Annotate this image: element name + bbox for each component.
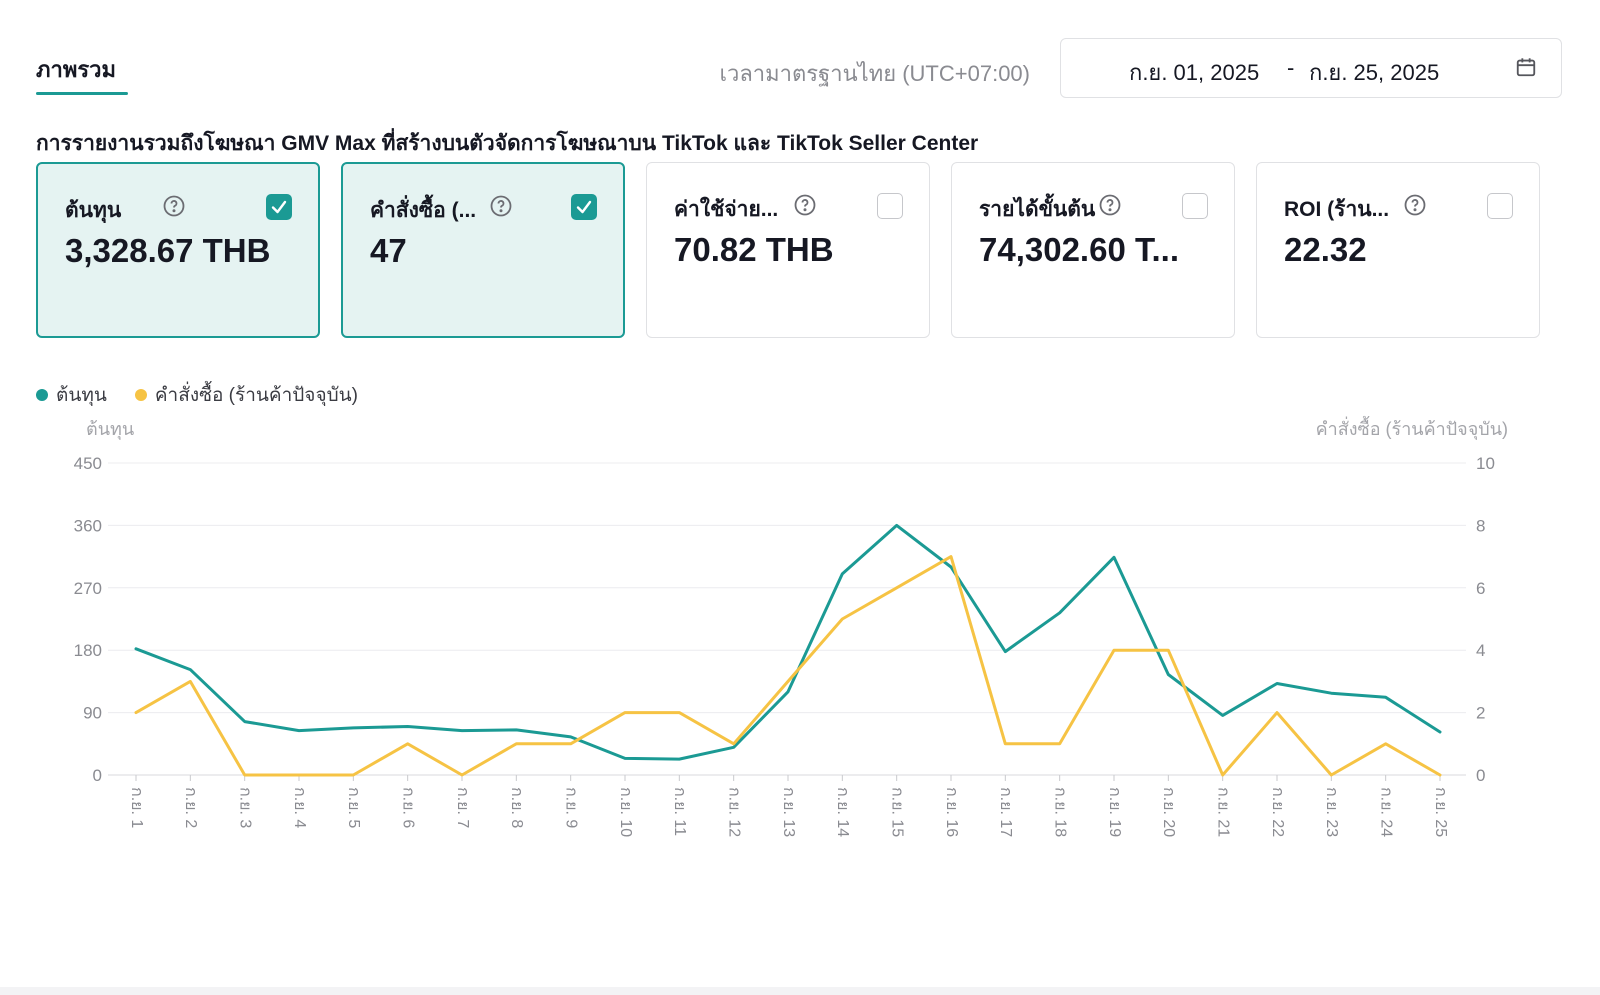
y-right-tick-label: 4	[1476, 641, 1485, 660]
metric-checkbox[interactable]	[571, 194, 597, 220]
x-tick-label: ก.ย. 20	[1160, 787, 1177, 837]
x-tick-label: ก.ย. 15	[888, 787, 905, 837]
legend-item-cost[interactable]: ต้นทุน	[36, 380, 107, 410]
timezone-label: เวลามาตรฐานไทย (UTC+07:00)	[719, 61, 1030, 86]
tab-overview-label[interactable]: ภาพรวม	[36, 57, 117, 82]
checkmark-icon	[271, 200, 287, 214]
help-icon[interactable]	[489, 194, 513, 218]
help-icon[interactable]	[1403, 193, 1427, 217]
help-icon[interactable]	[1098, 193, 1122, 217]
y-left-tick-label: 0	[93, 766, 102, 785]
line-chart: 0 90 180 270 360 450 0 2 4 6 8 10 ก.ย. 1 ก.ย. 2 ก.ย. 3…	[74, 454, 1495, 837]
metric-card-label: ต้นทุน	[65, 199, 122, 222]
metric-card-label: ROI (ร้าน...	[1284, 198, 1390, 221]
metric-card-value: 3,328.67 THB	[65, 232, 271, 269]
metric-card-value: 22.32	[1284, 231, 1367, 268]
x-tick-label: ก.ย. 1	[128, 787, 145, 828]
x-tick-label: ก.ย. 17	[997, 787, 1014, 837]
y-right-tick-label: 8	[1476, 516, 1485, 535]
legend-item-orders[interactable]: คำสั่งซื้อ (ร้านค้าปัจจุบัน)	[134, 380, 358, 410]
y-axis-left-title: ต้นทุน	[86, 419, 135, 439]
report-subtitle: การรายงานรวมถึงโฆษณา GMV Max ที่สร้างบนต…	[36, 132, 979, 155]
x-tick-label: ก.ย. 13	[780, 787, 797, 837]
legend-dot	[36, 389, 48, 401]
metric-card-cost[interactable]: ต้นทุน 3,328.67 THB	[36, 162, 320, 338]
x-tick-label: ก.ย. 5	[345, 787, 362, 828]
series-line-cost	[134, 523, 1442, 761]
series-line-orders	[134, 555, 1442, 777]
y-right-tick-label: 0	[1476, 766, 1485, 785]
metric-checkbox[interactable]	[1182, 193, 1208, 219]
metric-card-label: ค่าใช้จ่าย...	[674, 198, 779, 221]
date-range-picker[interactable]: ก.ย. 01, 2025 - ก.ย. 25, 2025	[1060, 38, 1562, 98]
x-tick-label: ก.ย. 21	[1214, 787, 1231, 837]
x-tick-label: ก.ย. 9	[562, 787, 579, 828]
x-tick-label: ก.ย. 19	[1106, 787, 1123, 837]
metric-card-gross-revenue[interactable]: รายได้ขั้นต้น 74,302.60 T...	[951, 162, 1235, 338]
y-right-tick-label: 2	[1476, 704, 1485, 723]
bottom-divider	[0, 987, 1600, 995]
legend-label: คำสั่งซื้อ (ร้านค้าปัจจุบัน)	[154, 385, 358, 406]
y-left-tick-label: 450	[74, 454, 102, 473]
y-right-tick-label: 6	[1476, 579, 1485, 598]
x-tick-label: ก.ย. 7	[454, 787, 471, 828]
date-separator: -	[1287, 55, 1295, 80]
x-tick-label: ก.ย. 11	[671, 787, 688, 836]
x-tick-label: ก.ย. 3	[236, 787, 253, 828]
metric-checkbox[interactable]	[877, 193, 903, 219]
metric-card-orders[interactable]: คำสั่งซื้อ (... 47	[341, 162, 625, 338]
y-left-tick-label: 270	[74, 579, 102, 598]
metric-card-value: 70.82 THB	[674, 231, 834, 268]
x-tick-label: ก.ย. 4	[291, 787, 308, 828]
metric-checkbox[interactable]	[266, 194, 292, 220]
date-end[interactable]: ก.ย. 25, 2025	[1309, 60, 1440, 85]
date-start[interactable]: ก.ย. 01, 2025	[1129, 60, 1260, 85]
x-tick-label: ก.ย. 23	[1323, 787, 1340, 837]
metric-checkbox[interactable]	[1487, 193, 1513, 219]
x-tick-label: ก.ย. 14	[834, 787, 851, 837]
y-axis-right-title: คำสั่งซื้อ (ร้านค้าปัจจุบัน)	[1315, 419, 1508, 439]
x-tick-label: ก.ย. 22	[1269, 787, 1286, 837]
legend-label: ต้นทุน	[56, 385, 107, 406]
metric-card-value: 74,302.60 T...	[979, 231, 1179, 268]
calendar-icon[interactable]	[1515, 56, 1537, 78]
y-right-tick-label: 10	[1476, 454, 1495, 473]
x-tick-label: ก.ย. 18	[1051, 787, 1068, 837]
x-tick-label: ก.ย. 12	[725, 787, 742, 837]
metric-card-roi[interactable]: ROI (ร้าน... 22.32	[1256, 162, 1540, 338]
y-left-tick-label: 360	[74, 516, 102, 535]
metric-card-value: 47	[370, 232, 407, 269]
x-tick-label: ก.ย. 10	[617, 787, 634, 837]
chart-legend: ต้นทุน คำสั่งซื้อ (ร้านค้าปัจจุบัน)	[36, 380, 376, 410]
checkmark-icon	[576, 200, 592, 214]
x-tick-label: ก.ย. 2	[182, 787, 199, 828]
metric-card-label: คำสั่งซื้อ (...	[370, 199, 477, 222]
tab-active-indicator	[36, 92, 128, 95]
x-tick-label: ก.ย. 24	[1377, 787, 1394, 837]
y-left-tick-label: 180	[74, 641, 102, 660]
x-tick-label: ก.ย. 6	[399, 787, 416, 828]
x-tick-label: ก.ย. 8	[508, 787, 525, 828]
x-tick-label: ก.ย. 25	[1432, 787, 1449, 837]
help-icon[interactable]	[162, 194, 186, 218]
metric-card-label: รายได้ขั้นต้น	[979, 198, 1096, 221]
x-tick-label: ก.ย. 16	[943, 787, 960, 837]
y-left-tick-label: 90	[83, 704, 102, 723]
help-icon[interactable]	[793, 193, 817, 217]
metric-card-expense[interactable]: ค่าใช้จ่าย... 70.82 THB	[646, 162, 930, 338]
legend-dot	[134, 389, 147, 401]
